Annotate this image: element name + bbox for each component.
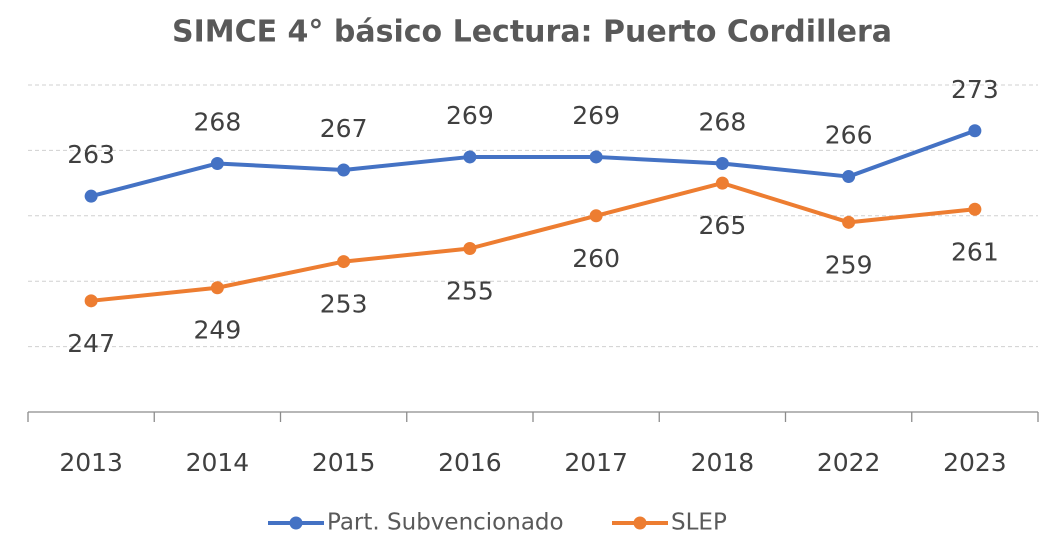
legend-marker (289, 516, 303, 530)
x-tick-label: 2014 (186, 448, 250, 477)
data-label: 273 (951, 75, 999, 104)
x-tick-label: 2023 (943, 448, 1007, 477)
data-label: 263 (67, 140, 115, 169)
data-label: 269 (446, 101, 494, 130)
point (210, 281, 224, 295)
data-label: 268 (699, 107, 747, 136)
x-tick-label: 2013 (59, 448, 123, 477)
point (84, 189, 98, 203)
data-label: 266 (825, 121, 873, 150)
series-line (90, 128, 976, 199)
point (968, 202, 982, 216)
point (715, 156, 729, 170)
point (463, 150, 477, 164)
data-label: 265 (699, 211, 747, 240)
x-tick-label: 2022 (817, 448, 881, 477)
data-label: 255 (446, 277, 494, 306)
data-label: 268 (194, 107, 242, 136)
point (715, 176, 729, 190)
point (968, 124, 982, 138)
data-label: 267 (320, 114, 368, 143)
data-label: 253 (320, 290, 368, 319)
point (589, 209, 603, 223)
legend-label: Part. Subvencionado (327, 510, 564, 536)
x-tick-label: 2016 (438, 448, 502, 477)
x-tick-label: 2017 (564, 448, 628, 477)
chart-title: SIMCE 4° básico Lectura: Puerto Cordille… (172, 15, 892, 50)
point (210, 156, 224, 170)
point (463, 242, 477, 255)
data-label: 269 (572, 101, 620, 130)
x-tick-label: 2015 (312, 448, 376, 477)
data-label: 259 (825, 250, 873, 279)
data-label: 249 (194, 316, 242, 345)
legend-marker (633, 516, 647, 530)
point (84, 294, 98, 308)
series-line (90, 181, 976, 303)
point (589, 150, 603, 164)
data-label: 261 (951, 237, 999, 266)
point (337, 255, 351, 269)
legend-label: SLEP (671, 510, 727, 536)
point (842, 215, 856, 229)
point (842, 170, 856, 184)
data-label: 247 (67, 329, 115, 358)
data-label: 260 (572, 244, 620, 273)
point (337, 163, 351, 177)
x-tick-label: 2018 (691, 448, 755, 477)
